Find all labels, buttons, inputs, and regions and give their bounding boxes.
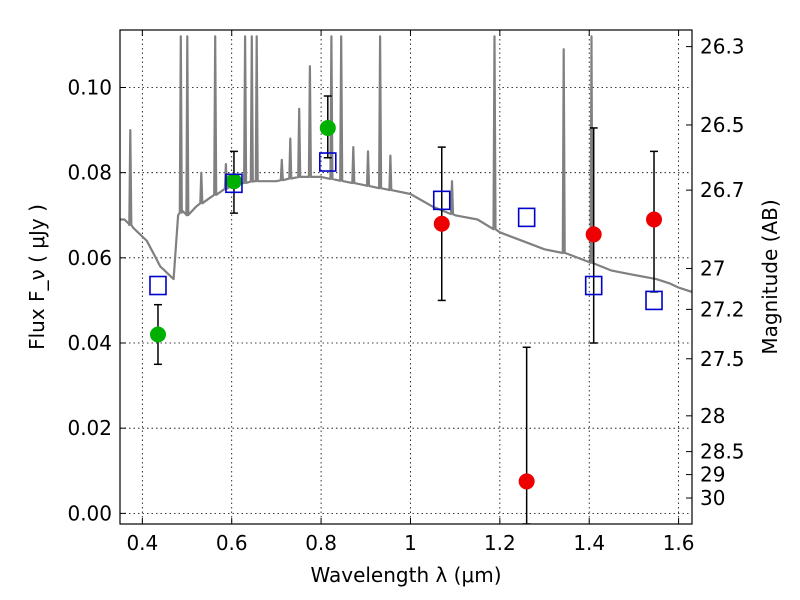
y-axis-label: Flux F_ν ( μJy ) (25, 204, 49, 350)
red-data-point (646, 211, 663, 228)
red-data-point (518, 473, 535, 490)
y-tick-label: 0.04 (67, 331, 112, 355)
y-tick-label: 0.00 (67, 501, 112, 525)
right-tick-label: 27.5 (700, 347, 745, 371)
x-tick-label: 1.6 (663, 531, 695, 555)
y-axis-right-label: Magnitude (AB) (758, 199, 782, 354)
x-tick-label: 0.6 (216, 531, 248, 555)
axes: 0.4 0.6 0.8 1 1.2 1.4 1.6 0.00 0.02 0.04 0.06 0.08 0… (67, 30, 745, 555)
right-tick-label: 26.5 (700, 113, 745, 137)
plot-area (120, 35, 692, 524)
right-tick-label: 28 (700, 404, 725, 428)
plot-frame (119, 29, 693, 525)
y-tick-label: 0.08 (67, 161, 112, 185)
right-tick-label: 30 (700, 486, 725, 510)
right-tick-label: 26.7 (700, 178, 745, 202)
spectrum-line (120, 35, 692, 293)
plot-clipped (120, 35, 692, 524)
model-square (584, 275, 603, 296)
red-data-point (433, 215, 450, 232)
y-tick-label: 0.06 (67, 246, 112, 270)
model-square (517, 207, 536, 228)
x-tick-label: 0.8 (305, 531, 337, 555)
red-data-point (585, 226, 602, 243)
x-tick-label: 1.4 (573, 531, 605, 555)
model-square (149, 275, 167, 296)
grid (120, 30, 692, 524)
x-tick-label: 1 (404, 531, 417, 555)
y-tick-label: 0.10 (67, 75, 112, 99)
x-tick-label: 1.2 (484, 531, 516, 555)
right-tick-label: 29 (700, 463, 725, 487)
right-tick-label: 26.3 (700, 35, 745, 59)
right-tick-label: 27 (700, 256, 725, 280)
x-axis-label: Wavelength λ (μm) (310, 563, 501, 587)
model-square (225, 173, 243, 194)
right-tick-label: 27.2 (700, 297, 745, 321)
model-square (432, 190, 451, 211)
green-data-point (319, 119, 336, 136)
green-data-point (149, 326, 166, 343)
green-data-point (225, 173, 242, 190)
model-square (645, 290, 663, 311)
right-tick-label: 28.5 (700, 440, 745, 464)
x-tick-label: 0.4 (126, 531, 158, 555)
model-square (318, 152, 337, 172)
y-tick-label: 0.02 (67, 416, 112, 440)
